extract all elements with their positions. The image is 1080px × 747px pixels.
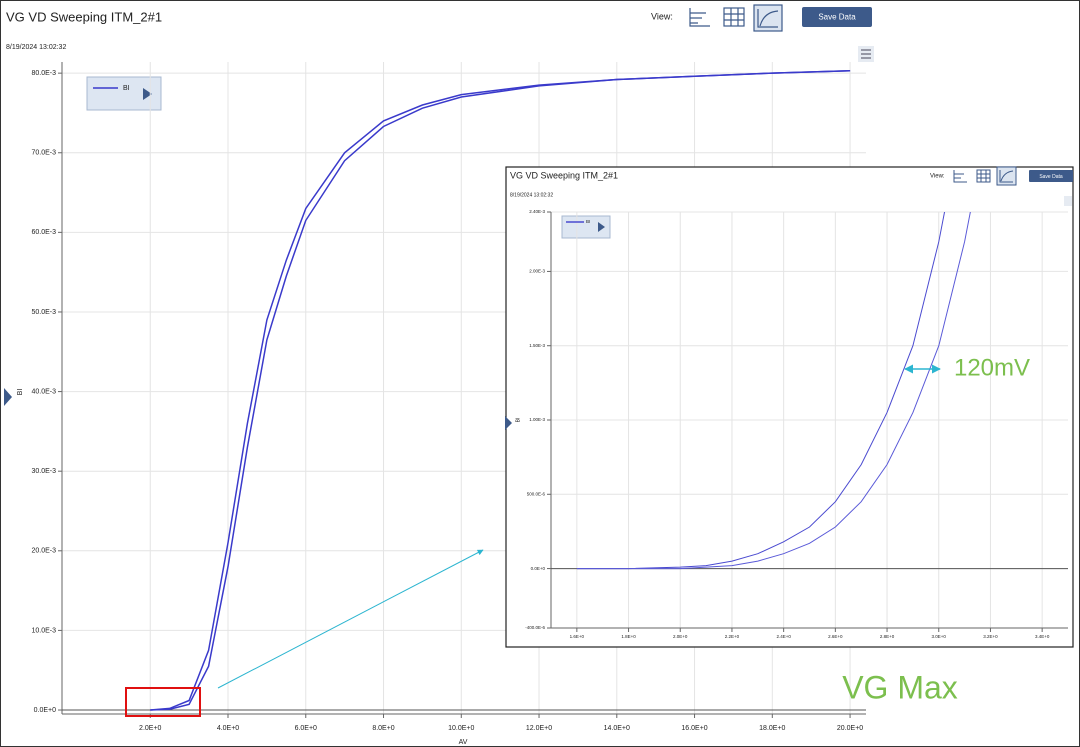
- y-axis-label: BI: [17, 389, 24, 396]
- shift-label: 120mV: [954, 354, 1030, 381]
- x-tick-label: 20.0E+0: [837, 725, 863, 732]
- x-tick-label: 2.2E+0: [725, 634, 740, 639]
- inset-save-label: Save Data: [1039, 174, 1063, 180]
- series-line: [150, 70, 851, 711]
- inset-y-axis-label: BI: [515, 418, 521, 423]
- legend-arrow[interactable]: [143, 88, 152, 100]
- inset-axis-handle[interactable]: [505, 416, 512, 430]
- x-tick-label: 12.0E+0: [526, 725, 552, 732]
- y-tick-label: 50.0E-3: [31, 309, 56, 316]
- x-axis-label: AV: [459, 739, 468, 746]
- y-tick-label: 30.0E-3: [31, 468, 56, 475]
- y-tick-label: 2.40E-3: [529, 209, 545, 214]
- y-tick-label: 0.0E+0: [531, 566, 546, 571]
- x-tick-label: 6.0E+0: [295, 725, 317, 732]
- y-tick-label: 500.0E-6: [527, 491, 546, 496]
- x-tick-label: 4.0E+0: [217, 725, 239, 732]
- series-line: [576, 212, 946, 570]
- axis-handle[interactable]: [4, 388, 12, 406]
- y-tick-label: 20.0E-3: [31, 548, 56, 555]
- inset-title: VG VD Sweeping ITM_2#1: [510, 170, 618, 180]
- inset-save-button[interactable]: [1029, 170, 1073, 182]
- timestamp: 8/19/2024 13:02:32: [6, 44, 66, 51]
- y-tick-label: 10.0E-3: [31, 627, 56, 634]
- inset-legend-arrow[interactable]: [598, 222, 605, 232]
- y-tick-label: 1.00E-3: [529, 417, 545, 422]
- legend-label: BI: [123, 85, 130, 92]
- highlight-box: [125, 687, 201, 717]
- x-tick-label: 2.0E+0: [139, 725, 161, 732]
- save-button[interactable]: [802, 7, 872, 27]
- x-tick-label: 14.0E+0: [604, 725, 630, 732]
- y-tick-label: 0.0E+0: [34, 707, 56, 714]
- inset-frame: [505, 166, 1074, 648]
- x-tick-label: 1.8E+0: [621, 634, 636, 639]
- zoom-arrow: [217, 549, 484, 689]
- inset-view-label: View:: [930, 174, 945, 180]
- inset-view-icons[interactable]: [953, 166, 1017, 186]
- x-tick-label: 2.0E+0: [673, 634, 688, 639]
- y-tick-label: -400.0E-6: [525, 625, 545, 630]
- legend-label: BI: [586, 219, 590, 224]
- x-tick-label: 3.2E+0: [983, 634, 998, 639]
- y-tick-label: 70.0E-3: [31, 150, 56, 157]
- x-tick-label: 2.6E+0: [828, 634, 843, 639]
- x-tick-label: 8.0E+0: [372, 725, 394, 732]
- x-tick-label: 2.8E+0: [880, 634, 895, 639]
- x-tick-label: 1.6E+0: [570, 634, 585, 639]
- x-tick-label: 3.0E+0: [932, 634, 947, 639]
- y-tick-label: 1.50E-3: [529, 343, 545, 348]
- y-tick-label: 40.0E-3: [31, 388, 56, 395]
- view-icons[interactable]: [689, 4, 783, 32]
- menu-icon[interactable]: [858, 46, 874, 62]
- save-button-label: Save Data: [818, 13, 856, 22]
- x-tick-label: 2.4E+0: [776, 634, 791, 639]
- y-tick-label: 60.0E-3: [31, 229, 56, 236]
- plot-area: [150, 70, 851, 711]
- x-tick-label: 3.4E+0: [1035, 634, 1050, 639]
- window-title: VG VD Sweeping ITM_2#1: [6, 9, 162, 24]
- view-label: View:: [651, 11, 673, 21]
- y-tick-label: 2.00E-3: [529, 269, 545, 274]
- x-tick-label: 16.0E+0: [681, 725, 707, 732]
- note: VG Max: [842, 669, 958, 705]
- inset-menu-icon[interactable]: [1064, 196, 1072, 206]
- y-tick-label: 80.0E-3: [31, 70, 56, 77]
- inset-timestamp: 8/19/2024 13:02:32: [510, 192, 553, 198]
- x-tick-label: 10.0E+0: [448, 725, 474, 732]
- x-tick-label: 18.0E+0: [759, 725, 785, 732]
